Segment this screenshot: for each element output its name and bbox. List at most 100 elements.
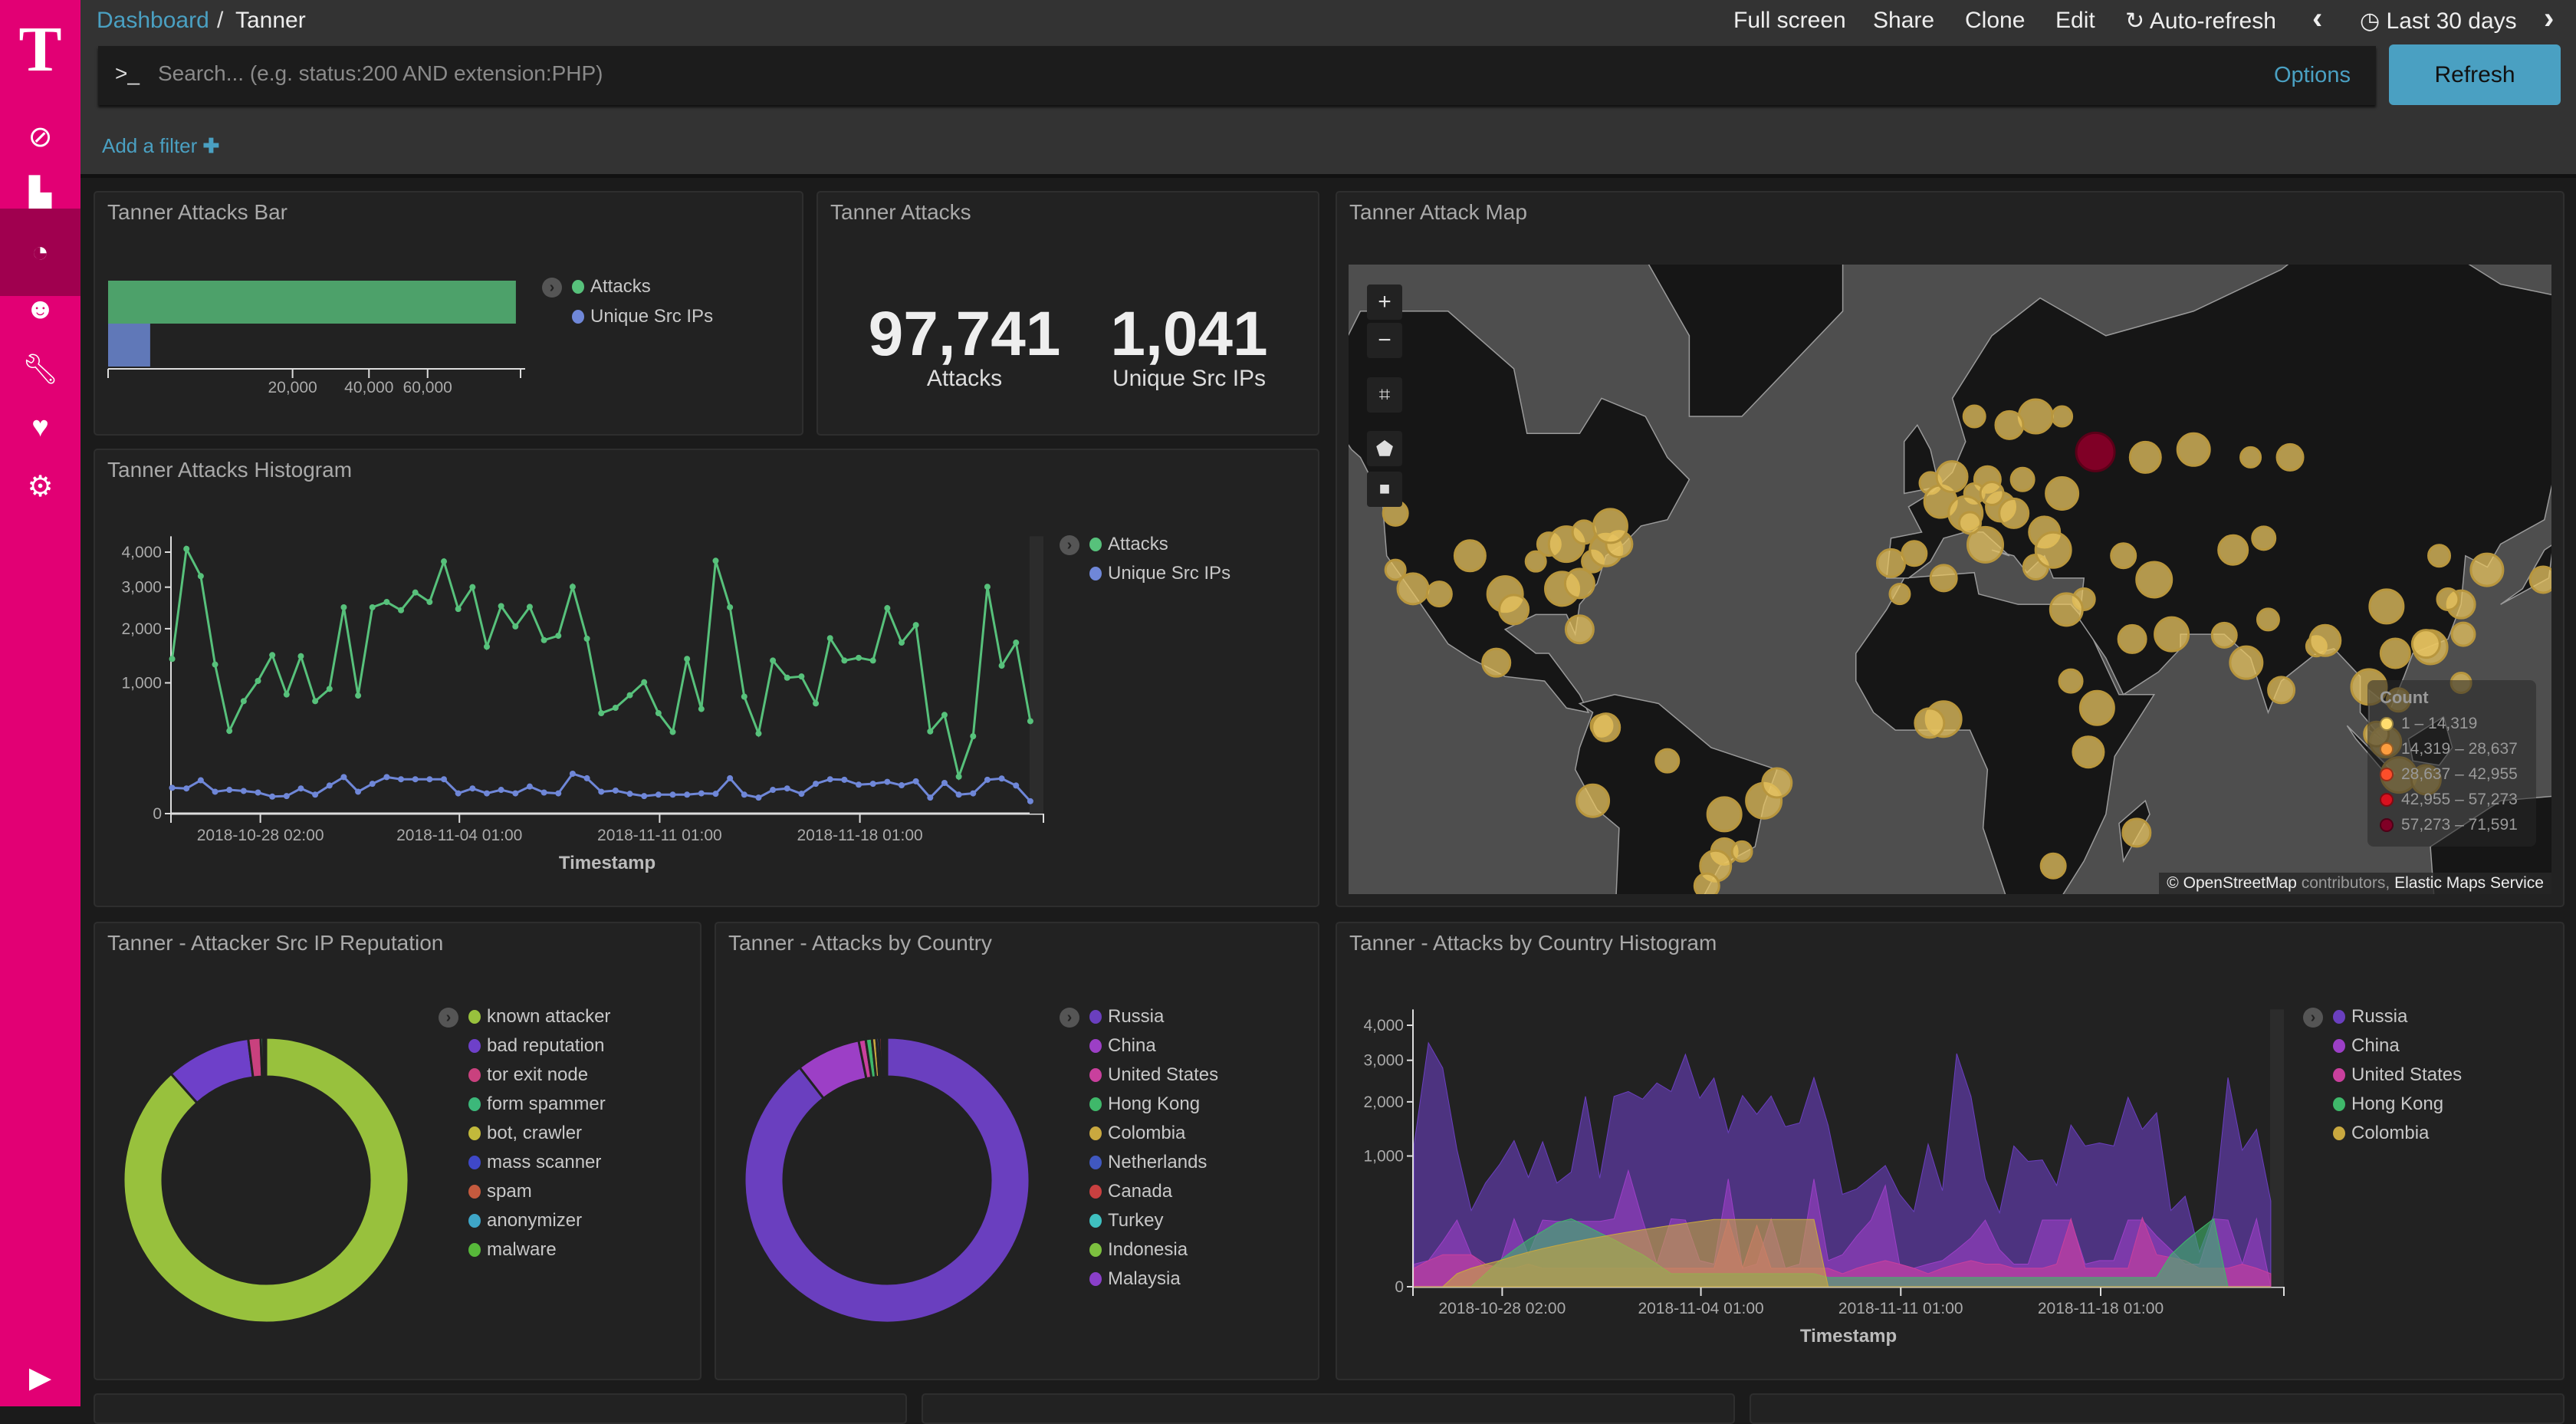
point-attacks xyxy=(455,606,462,612)
legend-item[interactable]: known attacker xyxy=(468,1006,610,1028)
point-unique-src-ips xyxy=(355,788,361,794)
legend-toggle-chevron-icon[interactable]: › xyxy=(1060,1008,1079,1028)
y-tick-label: 4,000 xyxy=(1363,1017,1404,1034)
point-attacks xyxy=(784,675,790,681)
x-tick-label: 2018-11-04 01:00 xyxy=(396,827,522,844)
point-attacks xyxy=(327,686,333,692)
legend-item[interactable]: Colombia xyxy=(2333,1123,2429,1144)
point-unique-src-ips xyxy=(455,791,462,797)
point-unique-src-ips xyxy=(269,794,275,800)
legend-label: bot, crawler xyxy=(487,1123,582,1144)
point-unique-src-ips xyxy=(899,782,905,788)
point-attacks xyxy=(484,643,490,650)
point-unique-src-ips xyxy=(813,781,819,787)
legend-item[interactable]: Attacks xyxy=(1089,534,1168,555)
legend-toggle-chevron-icon[interactable]: › xyxy=(2303,1008,2323,1028)
legend-toggle-chevron-icon[interactable]: › xyxy=(439,1008,458,1028)
legend-toggle-chevron-icon[interactable]: › xyxy=(1060,535,1079,555)
legend-item[interactable]: bad reputation xyxy=(468,1035,604,1057)
point-unique-src-ips xyxy=(212,788,219,794)
x-axis-title: Timestamp xyxy=(559,853,656,873)
point-attacks xyxy=(226,728,232,734)
legend-color-dot xyxy=(468,1185,481,1199)
legend-color-dot xyxy=(1089,1156,1102,1169)
legend-item[interactable]: anonymizer xyxy=(468,1210,582,1232)
x-tick-label: 2018-11-11 01:00 xyxy=(597,827,722,844)
point-attacks xyxy=(555,633,561,639)
point-unique-src-ips xyxy=(327,782,333,788)
point-unique-src-ips xyxy=(641,793,647,799)
point-attacks xyxy=(870,657,876,663)
legend-label: Unique Src IPs xyxy=(590,306,713,327)
point-attacks xyxy=(183,546,189,552)
legend-item[interactable]: malware xyxy=(468,1239,557,1261)
point-unique-src-ips xyxy=(255,790,261,796)
point-unique-src-ips xyxy=(570,771,576,777)
point-attacks xyxy=(741,694,748,700)
legend-toggle-chevron-icon[interactable]: › xyxy=(542,278,562,298)
point-unique-src-ips xyxy=(584,775,590,781)
legend-item[interactable]: mass scanner xyxy=(468,1152,601,1173)
legend-color-dot xyxy=(572,280,584,294)
x-tick-label: 60,000 xyxy=(403,379,452,396)
legend-label: Attacks xyxy=(1108,534,1168,555)
legend-color-dot xyxy=(2333,1126,2345,1140)
y-tick-label: 4,000 xyxy=(121,544,162,561)
legend-label: tor exit node xyxy=(487,1064,588,1086)
legend-item[interactable]: Attacks xyxy=(572,276,651,298)
slice-russia xyxy=(744,1038,1030,1323)
point-unique-src-ips xyxy=(598,788,604,794)
point-unique-src-ips xyxy=(727,775,733,781)
legend-item[interactable]: Russia xyxy=(1089,1006,1164,1028)
point-unique-src-ips xyxy=(340,774,347,780)
point-unique-src-ips xyxy=(956,791,962,798)
legend-item[interactable]: Hong Kong xyxy=(1089,1093,1200,1115)
legend-item[interactable]: United States xyxy=(2333,1064,2462,1086)
legend-item[interactable]: Canada xyxy=(1089,1181,1172,1202)
point-unique-src-ips xyxy=(498,787,504,793)
point-attacks xyxy=(498,603,504,609)
point-unique-src-ips xyxy=(398,776,404,782)
y-tick-label: 3,000 xyxy=(121,579,162,597)
point-unique-src-ips xyxy=(698,791,705,797)
point-attacks xyxy=(999,663,1005,669)
legend-color-dot xyxy=(1089,1126,1102,1140)
legend-color-dot xyxy=(468,1068,481,1082)
legend-item[interactable]: form spammer xyxy=(468,1093,606,1115)
point-attacks xyxy=(355,692,361,699)
legend-item[interactable]: Colombia xyxy=(1089,1123,1185,1144)
legend-label: known attacker xyxy=(487,1006,610,1028)
legend-item[interactable]: Indonesia xyxy=(1089,1239,1188,1261)
legend-label: China xyxy=(2351,1035,2400,1057)
x-tick-label: 2018-11-18 01:00 xyxy=(2038,1300,2164,1317)
legend-label: Colombia xyxy=(2351,1123,2429,1144)
legend-color-dot xyxy=(1089,1039,1102,1053)
legend-item[interactable]: China xyxy=(2333,1035,2400,1057)
legend-item[interactable]: Unique Src IPs xyxy=(572,306,713,327)
legend-label: Russia xyxy=(2351,1006,2407,1028)
point-unique-src-ips xyxy=(312,791,318,798)
legend-item[interactable]: United States xyxy=(1089,1064,1218,1086)
legend-item[interactable]: Unique Src IPs xyxy=(1089,563,1230,584)
legend-label: United States xyxy=(2351,1064,2462,1086)
point-unique-src-ips xyxy=(656,791,662,798)
legend-item[interactable]: Turkey xyxy=(1089,1210,1163,1232)
legend-item[interactable]: Hong Kong xyxy=(2333,1093,2443,1115)
point-unique-src-ips xyxy=(755,794,761,801)
legend-item[interactable]: Russia xyxy=(2333,1006,2407,1028)
legend-item[interactable]: Netherlands xyxy=(1089,1152,1207,1173)
legend-item[interactable]: tor exit node xyxy=(468,1064,588,1086)
x-tick-label: 2018-11-04 01:00 xyxy=(1638,1300,1763,1317)
legend-label: Colombia xyxy=(1108,1123,1185,1144)
point-unique-src-ips xyxy=(684,791,690,798)
legend-item[interactable]: Malaysia xyxy=(1089,1268,1181,1290)
legend-scrollbar xyxy=(1030,536,1043,814)
legend-item[interactable]: China xyxy=(1089,1035,1156,1057)
y-tick-label: 2,000 xyxy=(121,620,162,638)
legend-color-dot xyxy=(2333,1068,2345,1082)
point-attacks xyxy=(383,599,389,605)
legend-color-dot xyxy=(468,1097,481,1111)
legend-item[interactable]: spam xyxy=(468,1181,532,1202)
point-attacks xyxy=(527,603,533,610)
legend-item[interactable]: bot, crawler xyxy=(468,1123,582,1144)
